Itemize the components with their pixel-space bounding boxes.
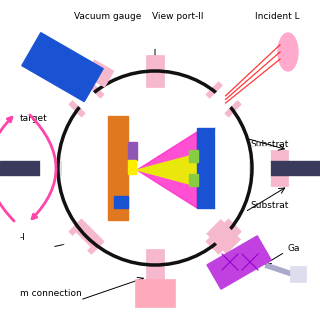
Bar	[114, 196, 128, 208]
Bar	[189, 150, 198, 162]
Text: m connection: m connection	[20, 290, 82, 299]
Bar	[206, 219, 241, 254]
Bar	[250, 146, 270, 190]
Text: -I: -I	[20, 233, 26, 242]
Bar	[215, 128, 233, 208]
Bar	[108, 116, 128, 220]
Bar	[135, 279, 175, 307]
Text: target: target	[20, 114, 48, 123]
Bar	[69, 219, 104, 254]
Bar	[250, 161, 320, 175]
Text: View port-II: View port-II	[152, 12, 204, 21]
Text: Incident L: Incident L	[255, 12, 300, 21]
Bar	[146, 55, 164, 87]
Bar	[206, 82, 241, 117]
Bar	[55, 233, 90, 268]
Bar	[128, 160, 136, 174]
Bar	[189, 174, 198, 186]
FancyArrowPatch shape	[0, 117, 14, 221]
Bar	[197, 128, 215, 208]
Bar	[137, 27, 173, 48]
Bar	[128, 142, 137, 160]
Text: Substrat: Substrat	[250, 201, 288, 210]
Bar	[290, 266, 306, 282]
Bar	[0, 161, 60, 175]
Text: Ga: Ga	[288, 244, 300, 252]
Bar	[207, 220, 241, 253]
Text: Vacuum gauge: Vacuum gauge	[74, 12, 142, 21]
Bar	[22, 33, 103, 101]
Polygon shape	[137, 154, 197, 186]
Bar	[69, 82, 104, 117]
Ellipse shape	[278, 33, 298, 71]
Bar	[69, 83, 103, 116]
Bar	[270, 150, 288, 186]
Text: Substrat: Substrat	[250, 140, 288, 148]
FancyArrowPatch shape	[30, 115, 56, 219]
Bar	[207, 83, 241, 116]
Bar	[85, 60, 114, 87]
Polygon shape	[137, 132, 197, 208]
Bar	[146, 249, 164, 281]
Bar	[40, 146, 60, 190]
Bar	[207, 236, 271, 289]
